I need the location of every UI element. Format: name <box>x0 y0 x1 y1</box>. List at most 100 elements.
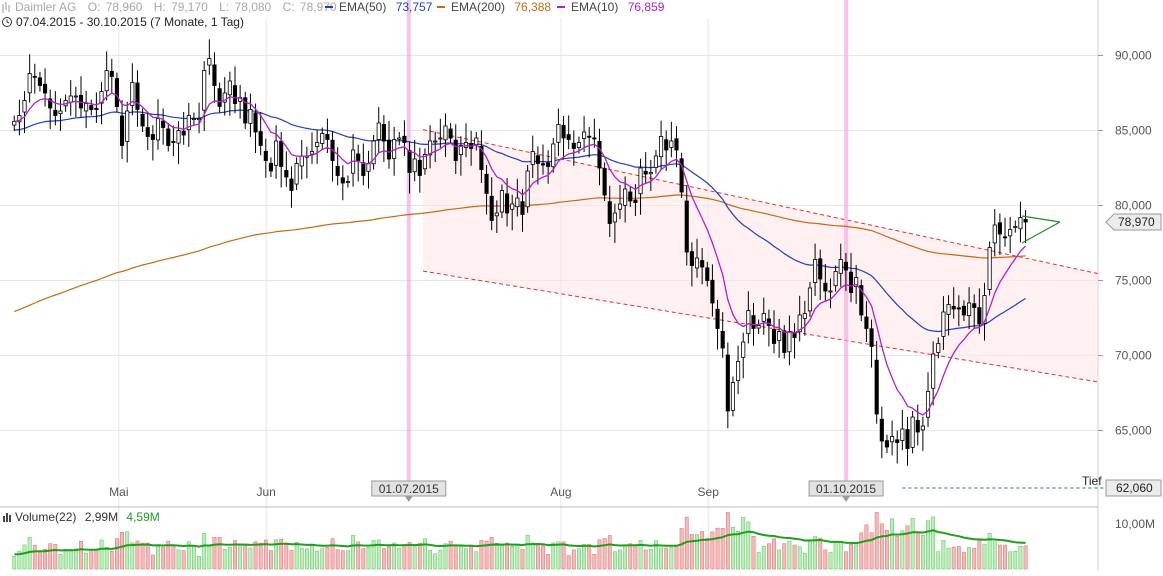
volume-bar <box>654 540 658 570</box>
candle-body <box>946 304 951 315</box>
candle-body <box>566 134 571 140</box>
candle-body <box>320 133 325 144</box>
volume-bar <box>238 544 243 570</box>
candle-body <box>284 170 289 178</box>
candle-body <box>956 307 961 310</box>
candle-body <box>428 140 433 156</box>
candle <box>386 120 392 169</box>
candle <box>104 51 109 101</box>
candle-body <box>130 82 135 106</box>
svg-text:Daimler AG O: 78,9: Daimler AG O: 78,960 H: 79,170 L: 78,080… <box>15 0 337 14</box>
candle <box>638 158 643 215</box>
candle-body <box>1002 236 1008 239</box>
ohlc-open-label: O: <box>88 0 101 14</box>
volume-bar <box>525 534 530 570</box>
volume-bar <box>320 548 325 570</box>
candle-body <box>879 418 884 442</box>
candle-body <box>730 382 736 411</box>
channel-lower-line <box>422 270 1099 383</box>
volume-average-line <box>14 529 1026 556</box>
candle <box>859 279 864 321</box>
svg-text:EMA(10) 76,859: EMA(10) 76,859 <box>571 0 665 14</box>
candle <box>689 242 694 287</box>
candle-body <box>325 133 330 140</box>
candle <box>161 108 166 145</box>
volume-bar <box>951 546 956 570</box>
candle-body <box>161 120 166 128</box>
candle <box>402 120 407 156</box>
candle-body <box>356 153 361 161</box>
candle-body <box>1023 218 1028 223</box>
y-tick-label: 65,000 <box>1115 424 1152 438</box>
candle <box>715 299 720 350</box>
volume-bar <box>428 550 432 570</box>
candle-body <box>915 420 920 433</box>
candle-body <box>684 200 689 253</box>
volume-bar <box>494 542 499 570</box>
candle-body <box>920 425 925 431</box>
candle-body <box>22 100 27 113</box>
volume-bar <box>571 549 576 570</box>
candle <box>448 123 453 144</box>
candle <box>227 71 232 116</box>
volume-header: Volume(22) 2,99M 4,59M <box>3 510 160 524</box>
volume-bar <box>992 541 997 570</box>
volume-bar <box>84 552 89 570</box>
volume-bar <box>115 538 119 570</box>
candle-body <box>597 140 602 169</box>
volume-bar <box>674 544 679 570</box>
volume-bar <box>381 548 386 570</box>
volume-bar <box>402 544 407 570</box>
volume-bar <box>859 532 864 570</box>
candle <box>833 265 838 292</box>
candle-body <box>217 88 222 107</box>
volume-bar <box>582 544 586 570</box>
candle <box>114 72 119 113</box>
clock-icon <box>2 17 12 27</box>
candle <box>258 112 263 156</box>
volume-bar <box>417 542 422 570</box>
volume-bar <box>751 536 756 570</box>
volume-bar <box>905 525 910 570</box>
candle-body <box>479 145 484 170</box>
candle-body <box>114 78 119 107</box>
volume-bar <box>849 543 853 570</box>
candle <box>746 291 751 344</box>
candle <box>561 116 566 159</box>
candle-body <box>972 303 977 308</box>
candle <box>1023 210 1028 243</box>
candle-body <box>340 177 345 184</box>
candle-body <box>679 158 684 193</box>
candle <box>48 89 53 129</box>
candle <box>597 128 602 186</box>
candle-body <box>807 287 813 312</box>
candle <box>27 54 32 103</box>
volume-bar <box>505 542 509 570</box>
candle <box>1018 201 1023 243</box>
candle <box>191 112 196 126</box>
volume-bar <box>104 547 109 570</box>
volume-bar <box>556 541 561 570</box>
volume-bar <box>710 531 715 570</box>
candle-body <box>746 310 751 335</box>
volume-bar <box>433 553 438 570</box>
volume-bar <box>612 551 617 570</box>
candle-body <box>202 70 207 111</box>
volume-bar <box>186 541 191 570</box>
volume-bar <box>854 544 859 570</box>
volume-bar <box>458 545 463 570</box>
candle-body <box>263 150 268 161</box>
candle <box>992 209 997 257</box>
candle <box>489 177 494 231</box>
tief-value: 62,060 <box>1116 481 1153 495</box>
candle-body <box>961 305 967 316</box>
volume-bar <box>279 538 284 570</box>
candle-body <box>854 277 859 288</box>
candle <box>946 295 951 336</box>
candle-body <box>207 58 212 66</box>
candle <box>248 93 253 137</box>
candle <box>623 176 628 223</box>
candle-body <box>212 64 217 86</box>
triangle-lower-line <box>1021 221 1061 244</box>
volume-bar <box>474 551 479 570</box>
